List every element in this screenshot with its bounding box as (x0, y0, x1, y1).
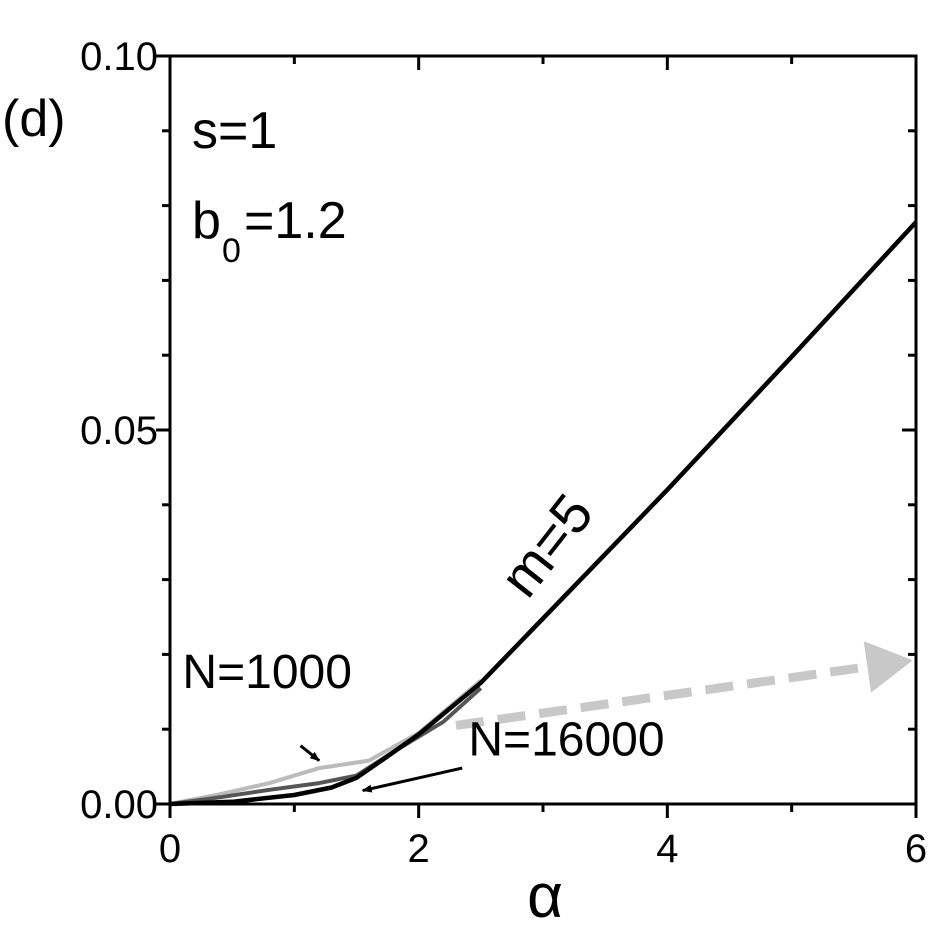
x-tick-label: 6 (905, 827, 927, 871)
annotation-m-5: m=5 (487, 482, 605, 608)
svg-text:=1.2: =1.2 (244, 192, 347, 250)
pointer-arrow-n-16000 (361, 766, 463, 793)
series-line-n-1000 (169, 679, 483, 806)
plot-area (169, 220, 918, 807)
trend-arrow (455, 641, 913, 730)
x-tick-label: 2 (408, 827, 430, 871)
pointer-arrow-n-1000 (299, 744, 321, 762)
series-line-n-16000 (169, 220, 918, 807)
series-line-intermediate (169, 686, 483, 806)
y-tick-label: 0.00 (80, 783, 158, 827)
annotation-n-1000: N=1000 (182, 646, 351, 699)
annotations: m=5 N=1000 N=16000 (182, 482, 665, 793)
param-s: s=1 (192, 102, 277, 160)
x-tick-label: 4 (656, 827, 678, 871)
tick-labels: 0 2 4 6 0.00 0.05 0.10 (80, 35, 927, 871)
x-axis-label: α (527, 862, 563, 931)
axes (156, 54, 918, 818)
y-tick-label: 0.05 (80, 409, 158, 453)
svg-text:0: 0 (222, 232, 241, 270)
panel-label: (d) (2, 90, 66, 148)
svg-text:b: b (192, 192, 221, 250)
annotation-n-16000: N=16000 (468, 713, 664, 766)
y-tick-label: 0.10 (80, 35, 158, 79)
param-b0: b 0 =1.2 (192, 192, 347, 270)
x-tick-label: 0 (159, 827, 181, 871)
